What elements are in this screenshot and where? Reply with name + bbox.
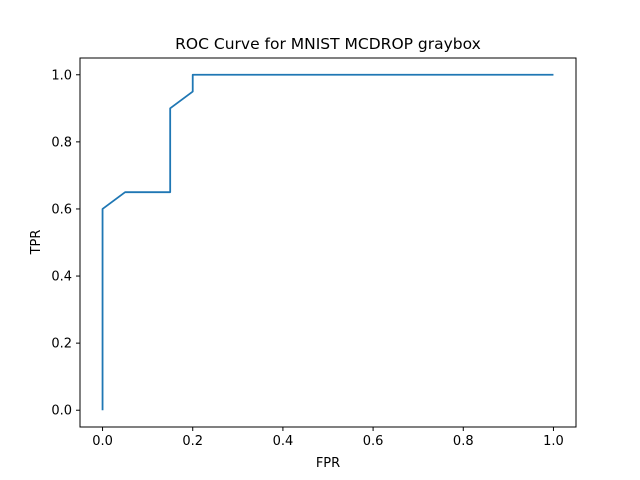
y-tick-label: 1.0 [51,68,72,83]
y-tick-label: 0.0 [51,404,72,419]
x-tick-label: 0.2 [182,434,203,449]
y-axis: 0.0 0.2 0.4 0.6 0.8 1.0 [51,68,80,419]
y-tick-label: 0.2 [51,337,72,352]
x-tick-label: 0.0 [92,434,113,449]
y-tick-label: 0.8 [51,135,72,150]
x-tick-label: 0.8 [453,434,474,449]
y-axis-label: TPR [29,230,44,256]
x-tick-label: 1.0 [543,434,564,449]
chart-title: ROC Curve for MNIST MCDROP graybox [175,35,481,53]
y-tick-label: 0.4 [51,270,72,285]
x-axis-label: FPR [316,456,340,471]
x-tick-label: 0.6 [363,434,384,449]
y-tick-label: 0.6 [51,202,72,217]
x-tick-label: 0.4 [273,434,294,449]
plot-area [101,73,554,411]
roc-curve-line [101,73,554,411]
x-axis: 0.0 0.2 0.4 0.6 0.8 1.0 [92,427,564,449]
axes-frame [79,57,577,428]
